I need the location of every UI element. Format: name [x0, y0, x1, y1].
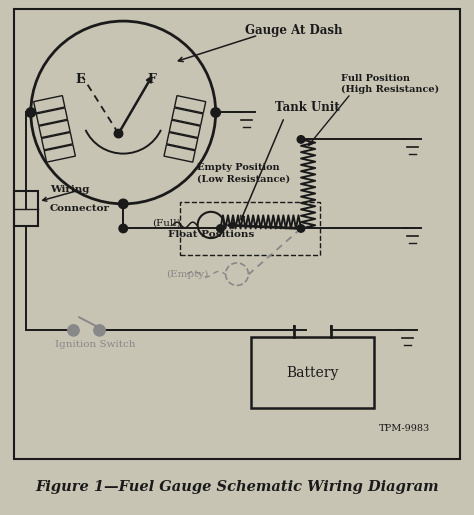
Text: Gauge At Dash: Gauge At Dash: [245, 24, 343, 37]
Text: E: E: [76, 73, 85, 86]
Text: TPM-9983: TPM-9983: [379, 424, 430, 433]
Circle shape: [297, 135, 305, 143]
Text: Ignition Switch: Ignition Switch: [55, 340, 135, 349]
Bar: [251, 337, 374, 408]
Circle shape: [26, 108, 36, 117]
Text: (Full): (Full): [152, 218, 181, 227]
Text: Tank Unit: Tank Unit: [275, 101, 340, 114]
Circle shape: [119, 224, 128, 233]
Text: Float Positions: Float Positions: [168, 230, 255, 239]
Text: Empty Position
(Low Resistance): Empty Position (Low Resistance): [197, 163, 290, 183]
Circle shape: [94, 325, 105, 336]
Text: Figure 1—Fuel Gauge Schematic Wiring Diagram: Figure 1—Fuel Gauge Schematic Wiring Dia…: [35, 479, 439, 494]
Circle shape: [114, 129, 123, 138]
Bar: [14, 191, 38, 226]
Circle shape: [217, 225, 224, 232]
Text: Wiring: Wiring: [50, 185, 89, 194]
Text: Battery: Battery: [287, 366, 339, 380]
Circle shape: [211, 108, 220, 117]
Text: F: F: [147, 73, 156, 86]
Circle shape: [297, 225, 305, 232]
Text: Connector: Connector: [50, 204, 110, 213]
Bar: [180, 201, 320, 255]
Circle shape: [68, 325, 79, 336]
Text: (Empty): (Empty): [166, 269, 208, 279]
Text: Full Position
(High Resistance): Full Position (High Resistance): [341, 74, 439, 94]
Circle shape: [118, 199, 128, 209]
